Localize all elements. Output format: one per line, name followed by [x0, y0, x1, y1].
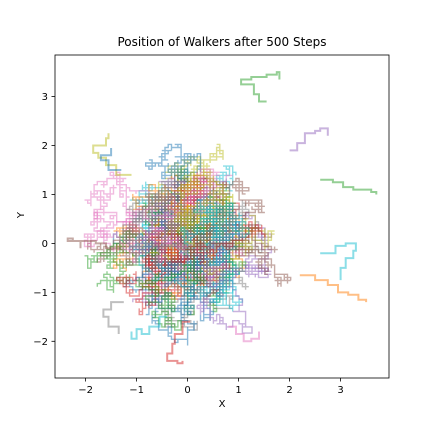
- plot-area: [66, 71, 378, 365]
- walker-path: [161, 174, 244, 253]
- y-tick-label: 3: [42, 92, 48, 103]
- walker-excursion-path: [102, 301, 124, 334]
- walker-paths: [83, 143, 292, 346]
- walker-excursion-path: [99, 148, 122, 171]
- y-axis: −2 −1 0 1 2 3: [33, 92, 55, 348]
- x-tick-label: 1: [235, 385, 241, 396]
- walker-path: [186, 236, 269, 288]
- walker-extreme-paths: [66, 71, 378, 365]
- walker-path: [173, 165, 233, 247]
- walker-path: [128, 233, 240, 303]
- walker-excursion-path: [320, 242, 357, 281]
- walker-path: [180, 199, 250, 247]
- axes-frame: [54, 54, 390, 379]
- walker-excursion-path: [228, 325, 260, 343]
- x-tick-label: −2: [78, 385, 93, 396]
- walker-path: [122, 187, 189, 275]
- y-tick-label: 2: [42, 141, 48, 152]
- walker-path: [129, 177, 198, 251]
- walker-path: [170, 224, 208, 316]
- walker-excursion-path: [240, 71, 281, 103]
- walker-excursion-path: [130, 315, 168, 340]
- walker-excursion-path: [299, 274, 368, 303]
- walker-path: [177, 224, 292, 287]
- walker-path: [174, 196, 231, 275]
- walker-excursion-path: [66, 237, 122, 250]
- x-axis-label: X: [219, 399, 226, 410]
- walker-path: [173, 221, 224, 300]
- y-tick-label: 0: [42, 239, 48, 250]
- walker-excursion-path: [92, 133, 132, 176]
- x-axis: −2 −1 0 1 2 3: [78, 378, 344, 396]
- y-tick-label: 1: [42, 190, 48, 201]
- x-tick-label: 2: [286, 385, 292, 396]
- walker-path: [84, 214, 204, 269]
- x-tick-label: 0: [184, 385, 190, 396]
- chart-title: Position of Walkers after 500 Steps: [117, 35, 326, 49]
- walker-excursion-path: [166, 320, 191, 365]
- x-tick-label: 3: [337, 385, 343, 396]
- walker-excursion-path: [320, 178, 378, 195]
- y-axis-label: Y: [16, 211, 27, 219]
- y-tick-label: −1: [33, 288, 48, 299]
- walker-excursion-path: [289, 127, 329, 152]
- walker-path: [158, 177, 195, 257]
- x-tick-label: −1: [129, 385, 144, 396]
- y-tick-label: −2: [33, 337, 48, 348]
